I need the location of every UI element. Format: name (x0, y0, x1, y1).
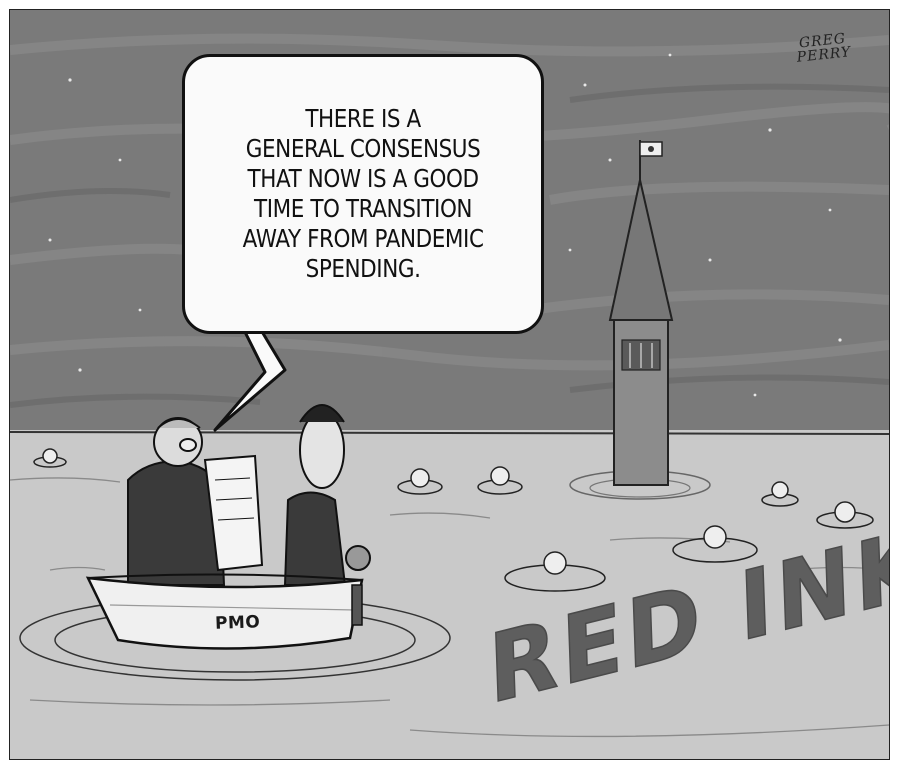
speech-text: THERE IS A GENERAL CONSENSUS THAT NOW IS… (243, 104, 484, 284)
speech-line: AWAY FROM PANDEMIC (242, 224, 484, 253)
sky-dark-streaks (10, 83, 889, 408)
speech-bubble-tail (213, 319, 287, 432)
speech-line: THAT NOW IS A GOOD (247, 164, 479, 193)
boat (85, 573, 364, 650)
speech-line: TIME TO TRANSITION (253, 194, 473, 223)
water-ripples (10, 477, 889, 738)
artist-signature: GREG PERRY (795, 31, 852, 66)
cartoon-panel: RED INK THERE IS A GENERAL CONSENSUS THA… (9, 9, 890, 760)
speech-line: SPENDING. (305, 254, 421, 283)
swimming-heads (33, 448, 874, 592)
stars (48, 53, 842, 397)
boat-passengers (127, 404, 371, 586)
peace-tower-illustration (569, 140, 711, 500)
speech-line: GENERAL CONSENSUS (245, 134, 481, 163)
speech-bubble: THERE IS A GENERAL CONSENSUS THAT NOW IS… (182, 54, 544, 334)
boat-label: PMO (214, 612, 261, 634)
speech-line: THERE IS A (305, 104, 421, 133)
